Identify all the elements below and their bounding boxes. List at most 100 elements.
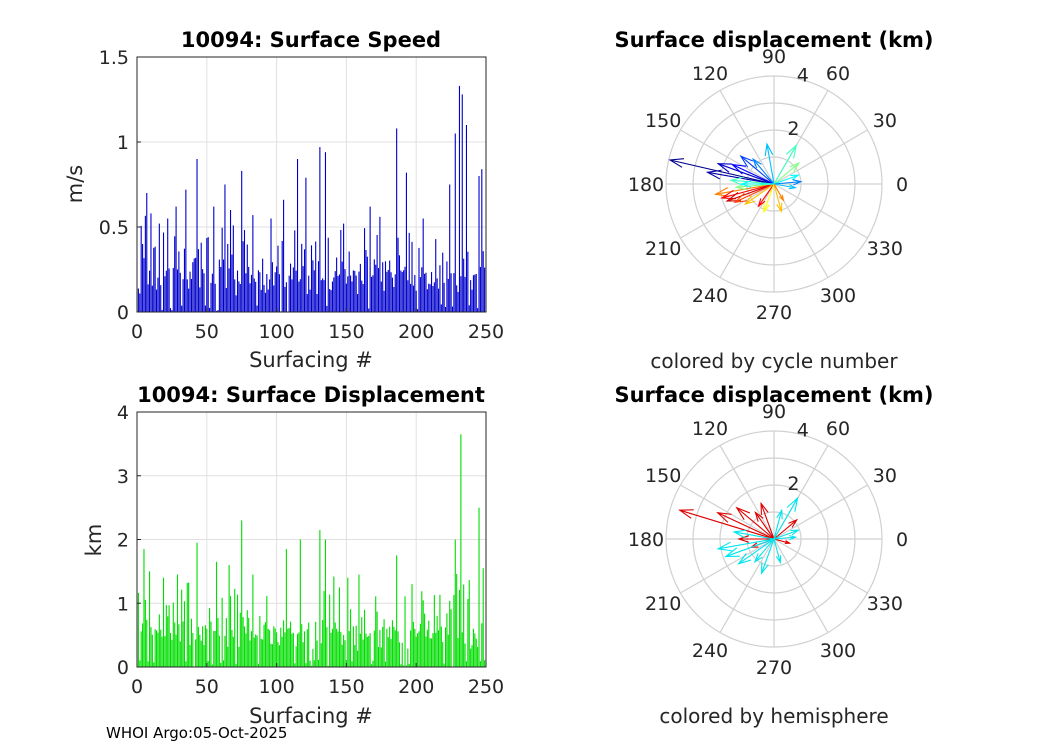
bar [397,237,399,312]
displacement-vector [766,144,775,185]
bar [408,232,410,312]
bar [390,272,392,312]
bar [404,266,406,312]
bar [216,310,218,312]
bar [373,630,375,667]
bar [359,263,361,312]
bar [207,660,209,667]
bar [436,278,438,312]
bar [143,549,145,667]
vector-arrowhead [716,541,733,552]
polar-displacement-cycle: 0 30 60 90 120 150 180 210 240 270 300 330 2 4 Surfac… [614,28,933,373]
bar [457,291,459,312]
bar [475,638,477,667]
bar [358,574,360,667]
vector-arrowhead [737,535,750,543]
x-tick-label: 200 [398,321,434,343]
vector-arrowhead [775,555,782,565]
bar [414,275,416,312]
bar [202,626,204,667]
vector-arrowhead [763,202,770,214]
displacement-vector [773,145,797,185]
bar [327,665,329,667]
bar [298,632,300,667]
bar [313,660,315,667]
bar [227,244,229,312]
bar [229,210,232,312]
bar [426,289,428,312]
bar [458,589,461,667]
bar [234,279,236,312]
bar [150,627,152,667]
bar [283,620,285,667]
bar [186,582,188,667]
bar [336,628,338,667]
bar [431,638,433,667]
bar [256,635,258,667]
bar [299,279,301,312]
bar [326,305,328,312]
bar [245,273,247,312]
bar [467,251,469,312]
bar [471,289,473,312]
bar [337,276,339,312]
bar [453,594,455,667]
bar [250,631,253,667]
bar [465,661,468,667]
bar [418,631,420,667]
bar [250,274,253,312]
angle-label: 150 [645,110,681,132]
bar [151,285,153,312]
bar [464,643,466,667]
bar [443,282,445,312]
displacement-vector [725,538,775,558]
bar [168,268,170,312]
bar [481,169,483,312]
bar [301,243,303,312]
bar [214,631,216,667]
bar [357,294,359,312]
bar [189,644,191,667]
bar [207,237,209,312]
bar [424,273,426,312]
bar [252,574,254,667]
bar [361,280,363,312]
polar-displacement-hemisphere: 0 30 60 90 120 150 180 210 240 270 300 330 2 4 Surfac… [614,383,933,728]
bar [380,281,382,312]
bar [414,628,416,667]
bar [317,261,320,312]
bar [190,278,192,312]
bar [288,275,290,312]
angle-label: 90 [762,401,786,423]
vector-arrowhead [739,155,754,168]
bar [169,632,172,667]
displacement-vector [721,183,775,199]
bar [315,241,317,312]
bar [182,621,184,667]
vector-arrowhead [760,562,769,575]
bar [197,249,199,312]
bar [354,270,356,312]
bar [447,278,449,312]
displacement-vector [773,519,798,540]
bar [463,584,465,667]
x-tick-label: 150 [328,676,364,698]
y-tick-label: 0.5 [99,217,129,239]
bar [151,634,153,667]
bar [389,260,391,312]
bar [306,294,308,312]
bar [204,625,206,667]
y-tick-label: 1.5 [99,47,129,69]
bar [415,636,417,667]
bar [429,284,431,312]
bar [185,189,187,312]
polar-spoke [680,538,775,594]
bar [214,283,216,312]
vector-arrowhead [739,180,751,188]
bar [193,258,195,312]
bar [188,288,190,312]
bar [319,529,321,667]
bar [363,228,366,312]
bar [183,601,186,667]
bar [316,293,318,312]
